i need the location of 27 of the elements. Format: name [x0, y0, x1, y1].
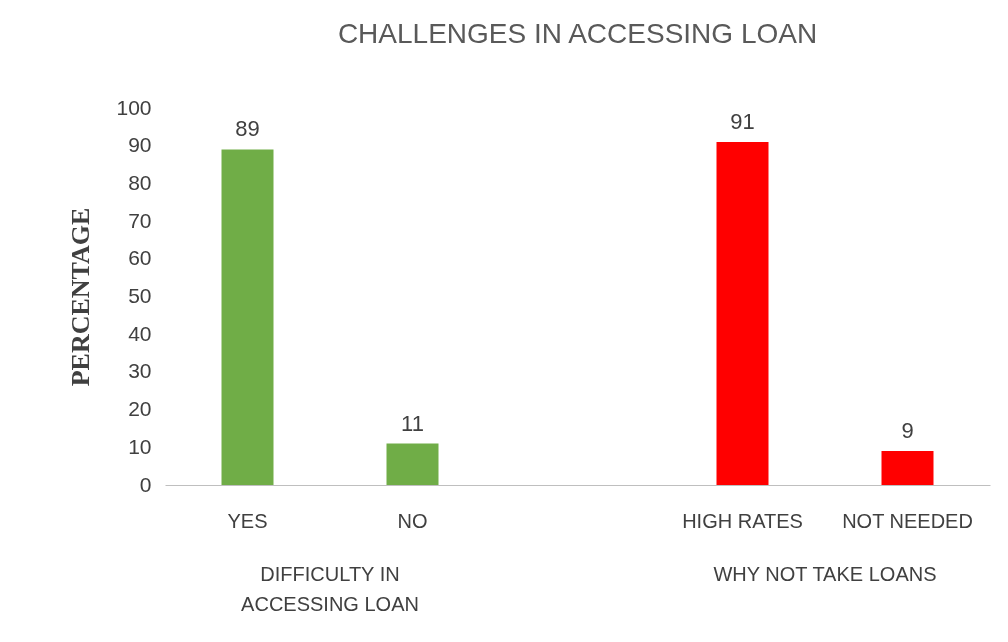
- y-tick-label: 100: [116, 95, 152, 119]
- x-tick-label: HIGH RATES: [682, 509, 803, 532]
- x-tick-label: YES: [227, 509, 268, 532]
- x-tick-label: NOT NEEDED: [842, 509, 973, 532]
- y-tick-label: 90: [128, 133, 152, 157]
- y-axis-title: PERCENTAGE: [66, 207, 96, 387]
- data-label: 9: [901, 418, 914, 444]
- data-label: 11: [401, 410, 424, 436]
- y-tick-label: 60: [128, 246, 152, 270]
- y-tick-label: 10: [128, 434, 152, 458]
- x-tick-label: NO: [397, 509, 428, 532]
- y-tick-label: 30: [128, 359, 152, 383]
- data-label: 91: [730, 108, 755, 134]
- bar: [881, 451, 934, 485]
- chart-title: CHALLENGES IN ACCESSING LOAN: [337, 18, 818, 49]
- y-tick-label: 80: [128, 170, 152, 194]
- bar: [716, 141, 769, 485]
- y-tick-label: 0: [139, 472, 152, 496]
- bar: [221, 149, 274, 485]
- y-tick-label: 20: [128, 397, 152, 421]
- bar: [386, 443, 439, 485]
- y-tick-label: 40: [128, 321, 152, 345]
- text: WHY NOT TAKE LOANS: [713, 563, 937, 585]
- text: DIFFICULTY IN ACCESSING LOAN: [241, 563, 419, 615]
- y-tick-label: 70: [128, 208, 152, 232]
- y-tick-label: 50: [128, 284, 152, 307]
- data-label: 89: [235, 116, 260, 142]
